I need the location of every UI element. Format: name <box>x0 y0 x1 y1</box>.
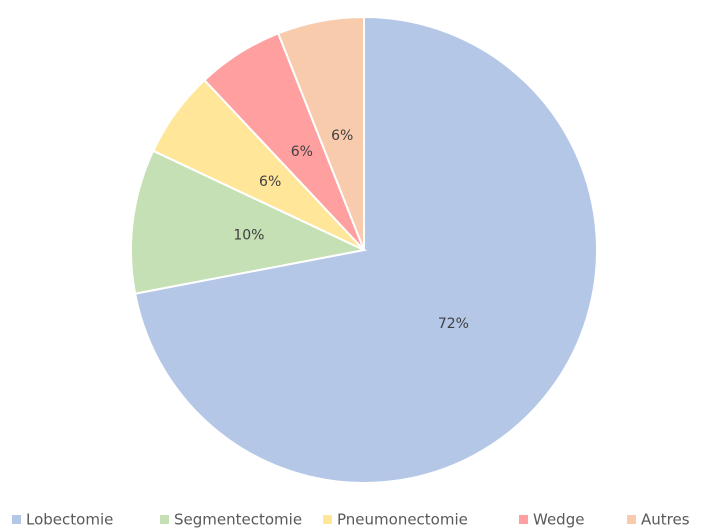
legend-swatch <box>627 515 636 524</box>
legend-label: Segmentectomie <box>174 511 302 529</box>
pie-slice <box>130 149 368 295</box>
data-label: 10% <box>233 227 264 243</box>
legend-label: Pneumonectomie <box>337 511 468 529</box>
pie-slice <box>276 15 365 251</box>
data-label: 72% <box>438 316 469 332</box>
legend-swatch <box>12 515 21 524</box>
legend-label: Lobectomie <box>26 511 113 529</box>
legend-swatch <box>160 515 169 524</box>
legend-swatch <box>323 515 332 524</box>
data-label: 6% <box>259 174 281 190</box>
legend-label: Autres <box>641 511 690 529</box>
legend-label: Wedge <box>533 511 584 529</box>
data-label: 6% <box>291 144 313 160</box>
data-label: 6% <box>331 128 353 144</box>
legend-swatch <box>519 515 528 524</box>
